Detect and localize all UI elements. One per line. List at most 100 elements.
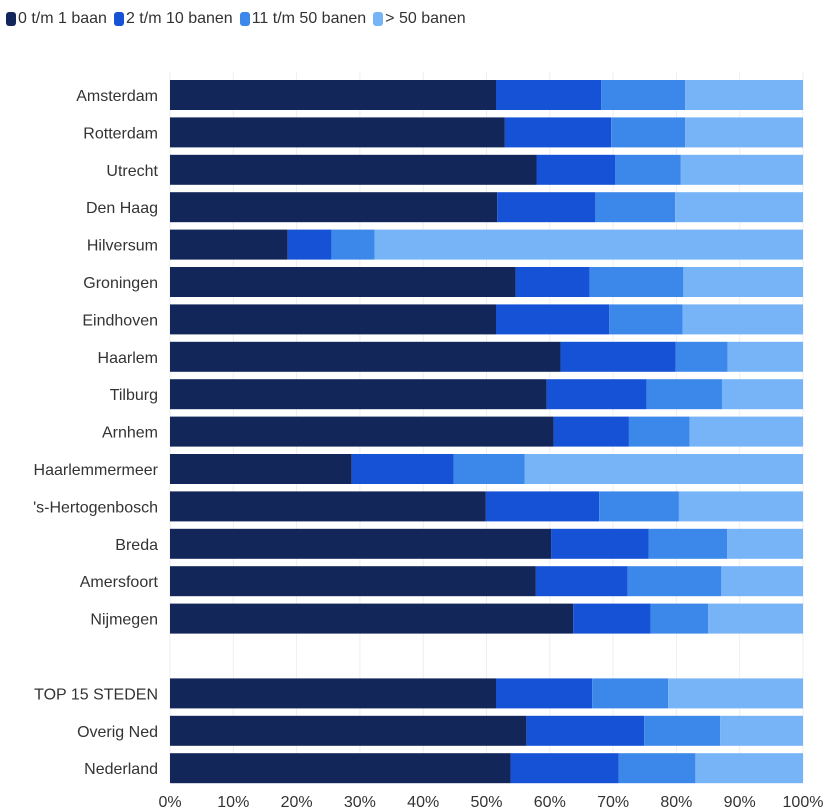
bar-segment[interactable]: [627, 566, 722, 597]
bar-segment[interactable]: [685, 80, 803, 110]
bar-segment[interactable]: [628, 416, 690, 447]
bar-segment[interactable]: [553, 416, 629, 447]
bar-segment[interactable]: [685, 117, 803, 148]
bar-segment[interactable]: [287, 229, 332, 260]
category-label: Breda: [115, 537, 158, 554]
bar-segment[interactable]: [170, 603, 574, 634]
bar-segment[interactable]: [170, 491, 486, 522]
bar-segment[interactable]: [374, 229, 803, 260]
bar-segment[interactable]: [495, 304, 610, 335]
bar-segment[interactable]: [170, 341, 561, 372]
bar-segment[interactable]: [170, 379, 547, 410]
bar-segment[interactable]: [535, 566, 628, 597]
bar-segment[interactable]: [536, 154, 615, 185]
bar-segment[interactable]: [689, 416, 803, 447]
bar-segment[interactable]: [331, 229, 375, 260]
bar-segment[interactable]: [526, 715, 645, 746]
bar-segment[interactable]: [614, 154, 681, 185]
legend-item-series-4[interactable]: > 50 banen: [373, 9, 466, 29]
bar-segment[interactable]: [589, 267, 684, 297]
bar-segment[interactable]: [170, 192, 498, 223]
bar-segment[interactable]: [170, 454, 352, 484]
bar-segment[interactable]: [573, 603, 651, 634]
category-label: Groningen: [83, 275, 158, 292]
bar-segment[interactable]: [678, 491, 803, 522]
bar-segment[interactable]: [504, 117, 612, 148]
bar-segment[interactable]: [170, 753, 511, 784]
bar-segment[interactable]: [546, 379, 647, 410]
bar-segment[interactable]: [695, 753, 803, 784]
category-label: Haarlem: [98, 350, 158, 367]
legend-swatch-series-1: [6, 12, 16, 26]
bar-segment[interactable]: [170, 678, 496, 709]
bar-segment[interactable]: [170, 715, 527, 746]
category-label: Tilburg: [110, 387, 158, 404]
bar-segment[interactable]: [170, 117, 505, 148]
category-labels: Amsterdam Rotterdam Utrecht Den Haag Hilvers…: [33, 88, 159, 778]
bar-segment[interactable]: [675, 341, 728, 372]
bar-segment[interactable]: [721, 566, 803, 597]
category-label: Arnhem: [102, 425, 158, 442]
x-tick-label: 0%: [158, 794, 181, 811]
bar-segment[interactable]: [682, 304, 803, 335]
bar-segment[interactable]: [170, 416, 554, 447]
bar-segment[interactable]: [646, 379, 722, 410]
bar-segment[interactable]: [170, 528, 552, 559]
legend-label-series-1: 0 t/m 1 baan: [18, 10, 107, 27]
category-label: Utrecht: [106, 163, 158, 180]
bar-segment[interactable]: [727, 341, 803, 372]
bar-segment[interactable]: [485, 491, 600, 522]
bar-segment[interactable]: [618, 753, 696, 784]
bar-segment[interactable]: [510, 753, 619, 784]
bar-segment[interactable]: [708, 603, 803, 634]
bar-segment[interactable]: [495, 678, 593, 709]
bar-segment[interactable]: [524, 454, 803, 484]
legend-label-series-3: 11 t/m 50 banen: [251, 10, 367, 27]
bar-segment[interactable]: [351, 454, 454, 484]
x-tick-label: 80%: [660, 794, 692, 811]
category-label: Amersfoort: [80, 574, 159, 591]
bar-segment[interactable]: [551, 528, 649, 559]
bar-segment[interactable]: [515, 267, 590, 297]
bar-segment[interactable]: [170, 267, 516, 297]
bar-segment[interactable]: [611, 117, 686, 148]
bar-segment[interactable]: [668, 678, 803, 709]
bar-segment[interactable]: [170, 566, 536, 597]
bar-segment[interactable]: [170, 80, 496, 110]
bar-segment[interactable]: [497, 192, 596, 223]
bars: [170, 80, 803, 784]
bar-segment[interactable]: [650, 603, 709, 634]
bar-segment[interactable]: [720, 715, 803, 746]
bar-segment[interactable]: [721, 379, 803, 410]
bar-segment[interactable]: [453, 454, 525, 484]
category-label: Eindhoven: [82, 312, 158, 329]
x-tick-label: 30%: [344, 794, 376, 811]
bar-segment[interactable]: [601, 80, 686, 110]
category-label: 's-Hertogenbosch: [33, 499, 158, 516]
bar-segment[interactable]: [648, 528, 728, 559]
x-tick-label: 50%: [470, 794, 502, 811]
bar-segment[interactable]: [675, 192, 803, 223]
x-tick-label: 60%: [534, 794, 566, 811]
bar-segment[interactable]: [683, 267, 803, 297]
category-label: Nijmegen: [90, 612, 158, 629]
legend-item-series-1[interactable]: 0 t/m 1 baan: [6, 9, 107, 29]
bar-segment[interactable]: [170, 304, 496, 335]
bar-segment[interactable]: [560, 341, 676, 372]
legend-item-series-3[interactable]: 11 t/m 50 banen: [239, 9, 367, 29]
bar-segment[interactable]: [595, 192, 676, 223]
bar-segment[interactable]: [644, 715, 721, 746]
x-tick-label: 40%: [407, 794, 439, 811]
bar-segment[interactable]: [170, 229, 288, 260]
x-tick-label: 20%: [281, 794, 313, 811]
bar-segment[interactable]: [599, 491, 679, 522]
bar-segment[interactable]: [609, 304, 683, 335]
bar-segment[interactable]: [495, 80, 602, 110]
x-tick-label: 70%: [597, 794, 629, 811]
bar-segment[interactable]: [727, 528, 803, 559]
bar-segment[interactable]: [170, 154, 537, 185]
bar-segment[interactable]: [592, 678, 669, 709]
bar-segment[interactable]: [680, 154, 803, 185]
legend-item-series-2[interactable]: 2 t/m 10 banen: [113, 9, 233, 29]
